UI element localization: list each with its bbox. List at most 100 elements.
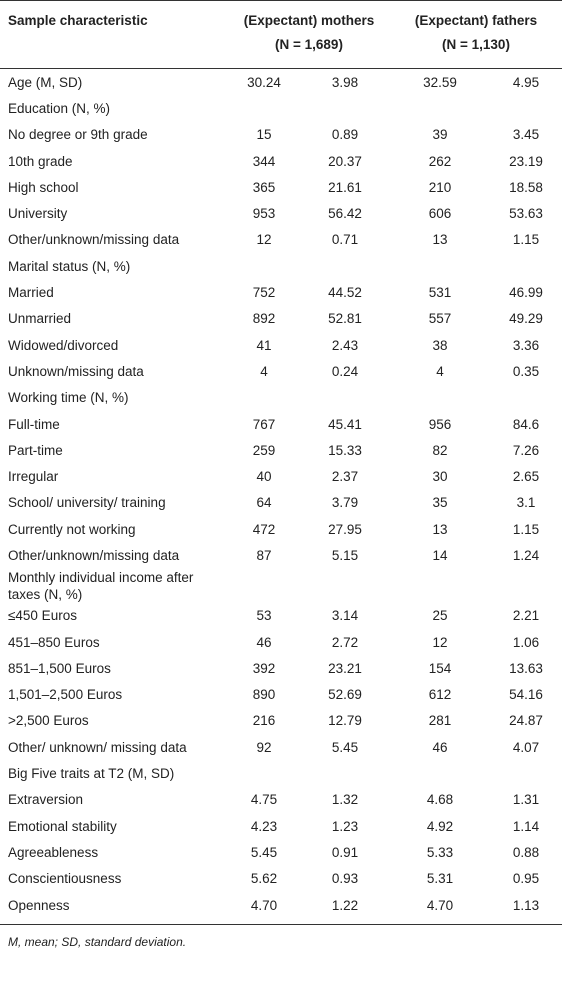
row-label: Currently not working [8,521,136,537]
cell: 45.41 [328,416,362,432]
cell: 27.95 [328,521,362,537]
table-row: ≤450 Euros 53 3.14 25 2.21 [0,603,562,629]
cell: 12.79 [328,713,362,729]
cell: 4.68 [426,792,454,808]
table-row: Irregular 40 2.37 30 2.65 [0,463,562,489]
empty-cell [228,569,562,603]
row-label: >2,500 Euros [8,713,89,729]
cell: 2.21 [512,608,540,624]
row-label: 451–850 Euros [8,634,100,650]
cell: 2.43 [331,337,359,353]
table-row: 10th grade 344 20.37 262 23.19 [0,148,562,174]
row-label: Other/unknown/missing data [8,232,180,248]
header-spacer [0,34,228,69]
cell: 531 [428,285,452,301]
table-row: Marital status (N, %) [0,253,562,279]
cell: 12 [432,634,448,650]
cell: 87 [256,547,272,563]
cell: 4 [436,363,444,379]
table-row: No degree or 9th grade 15 0.89 39 3.45 [0,122,562,148]
cell: 7.26 [512,442,540,458]
cell: 1.15 [512,232,540,248]
cell: 35 [432,495,448,511]
row-label: Full-time [8,416,60,432]
cell: 0.91 [331,844,359,860]
cell: 767 [252,416,276,432]
cell: 3.45 [512,127,540,143]
row-label: Marital status (N, %) [8,258,131,274]
table-row: 851–1,500 Euros 392 23.21 154 13.63 [0,655,562,681]
cell: 154 [428,660,452,676]
cell: 13 [432,232,448,248]
cell: 4.70 [426,897,454,913]
cell: 210 [428,179,452,195]
cell: 3.98 [331,74,359,90]
cell: 54.16 [509,687,543,703]
row-label: Openness [8,897,70,913]
cell: 4.92 [426,818,454,834]
cell: 18.58 [509,179,543,195]
table-row: Education (N, %) [0,95,562,121]
cell: 281 [428,713,452,729]
cell: 53.63 [509,206,543,222]
row-label: University [8,206,68,222]
cell: 956 [428,416,452,432]
table-row: Other/unknown/missing data 12 0.71 13 1.15 [0,227,562,253]
cell: 344 [252,153,276,169]
cell: 3.14 [331,608,359,624]
row-label: Age (M, SD) [8,74,83,90]
cell: 24.87 [509,713,543,729]
cell: 3.36 [512,337,540,353]
group-header: (Expectant) mothers [243,13,375,28]
cell: 953 [252,206,276,222]
cell: 557 [428,311,452,327]
table-row: University 953 56.42 606 53.63 [0,200,562,226]
cell: 1.22 [331,897,359,913]
cell: 44.52 [328,285,362,301]
cell: 25 [432,608,448,624]
cell: 49.29 [509,311,543,327]
cell: 39 [432,127,448,143]
column-header: Sample characteristic [8,13,148,28]
row-label: ≤450 Euros [8,608,77,624]
cell: 5.33 [426,844,454,860]
cell: 13 [432,521,448,537]
row-label: Working time (N, %) [8,390,129,406]
cell: 13.63 [509,660,543,676]
table-row: Extraversion 4.75 1.32 4.68 1.31 [0,787,562,813]
cell: 15 [256,127,272,143]
cell: 4 [260,363,268,379]
row-label: Other/ unknown/ missing data [8,739,187,755]
cell: 46.99 [509,285,543,301]
cell: 84.6 [512,416,540,432]
row-label: Part-time [8,442,63,458]
cell: 3.79 [331,495,359,511]
table-row: 451–850 Euros 46 2.72 12 1.06 [0,629,562,655]
row-label: Education (N, %) [8,100,111,116]
cell: 32.59 [423,74,457,90]
cell: 15.33 [328,442,362,458]
table-row: Big Five traits at T2 (M, SD) [0,760,562,786]
table-row: Married 752 44.52 531 46.99 [0,279,562,305]
cell: 262 [428,153,452,169]
cell: 0.88 [512,844,540,860]
table-row: Conscientiousness 5.62 0.93 5.31 0.95 [0,866,562,892]
table-row: Openness 4.70 1.22 4.70 1.13 [0,892,562,925]
cell: 30 [432,469,448,485]
row-label: School/ university/ training [8,495,166,511]
data-table: Sample characteristic (Expectant) mother… [0,0,562,926]
table-row: Other/unknown/missing data 87 5.15 14 1.24 [0,542,562,568]
cell: 4.07 [512,739,540,755]
table-row: Full-time 767 45.41 956 84.6 [0,411,562,437]
cell: 1.14 [512,818,540,834]
row-label: Emotional stability [8,818,117,834]
table-note: M, mean; SD, standard deviation. [8,935,187,950]
cell: 0.71 [331,232,359,248]
row-label: Unknown/missing data [8,363,144,379]
cell: 1.31 [512,792,540,808]
cell: 52.69 [328,687,362,703]
cell: 216 [252,713,276,729]
cell: 5.15 [331,547,359,563]
row-label: No degree or 9th grade [8,127,148,143]
